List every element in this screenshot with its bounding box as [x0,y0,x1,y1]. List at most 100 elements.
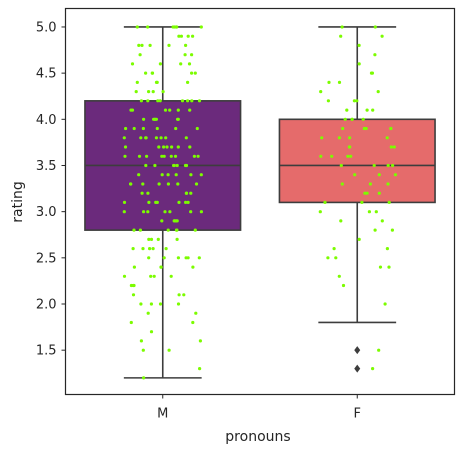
strip-point-m [156,99,160,103]
strip-point-m [139,99,143,103]
strip-point-m [177,34,181,38]
strip-point-m [159,136,163,140]
strip-point-m [142,117,146,121]
strip-point-f [339,34,343,38]
strip-point-m [146,25,150,29]
strip-point-f [357,43,361,48]
strip-point-f [326,99,330,103]
strip-point-m [131,247,135,251]
strip-point-m [135,25,139,29]
strip-point-m [158,62,162,66]
strip-point-f [389,126,393,131]
strip-point-f [393,173,397,177]
strip-point-f [386,163,390,168]
strip-point-f [357,62,361,66]
strip-point-m [122,200,127,204]
strip-point-m [177,293,181,297]
strip-point-m [147,200,151,204]
strip-point-m [141,182,145,186]
strip-point-m [151,90,155,94]
strip-point-m [174,25,178,29]
strip-point-m [198,339,202,343]
strip-point-m [146,210,150,214]
strip-point-m [140,43,144,48]
strip-point-f [355,99,359,103]
strip-point-m [167,43,171,48]
strip-point-m [148,43,152,48]
strip-point-m [163,210,167,214]
strip-point-m [197,256,201,260]
strip-point-m [141,126,145,131]
strip-point-m [190,99,194,103]
strip-point-f [352,99,356,103]
strip-point-f [337,136,341,140]
strip-point-m [129,320,133,325]
strip-point-m [172,163,176,168]
strip-point-m [152,274,156,278]
strip-point-m [141,348,145,352]
strip-point-m [193,228,197,232]
strip-point-m [186,99,190,103]
strip-point-f [387,265,391,269]
strip-point-m [134,90,138,94]
strip-point-m [188,108,192,112]
strip-point-f [380,219,384,223]
strip-point-m [139,136,143,140]
strip-point-m [146,191,150,195]
strip-point-m [190,71,194,75]
strip-point-m [190,53,194,57]
x-tick-label-m: M [157,407,168,422]
strip-point-m [122,136,126,140]
strip-point-m [175,163,179,168]
strip-point-f [368,182,372,186]
box-iqr-f [278,118,436,204]
strip-point-m [176,182,180,186]
x-axis-title: pronouns [225,429,290,445]
strip-point-m [193,71,197,75]
strip-point-m [176,117,180,121]
strip-point-f [345,108,349,112]
strip-point-m [147,237,151,241]
strip-point-f [386,182,390,186]
strip-point-m [142,210,146,214]
strip-point-m [131,283,135,288]
strip-point-m [149,237,154,241]
strip-point-f [318,210,322,214]
strip-point-f [339,163,343,168]
strip-point-f [391,163,395,168]
strip-point-f [337,274,341,278]
strip-point-m [132,228,136,232]
strip-point-m [148,247,152,251]
strip-point-m [175,237,179,241]
strip-point-f [369,71,374,75]
plot-area-frame [64,7,456,396]
strip-point-m [135,80,139,84]
strip-point-f [340,182,344,186]
strip-point-f [373,228,377,232]
strip-point-f [371,108,375,112]
x-tick-label-f: F [354,407,361,422]
strip-point-m [160,173,164,177]
y-tick-label: 3.5 [36,159,57,174]
strip-point-m [162,154,166,158]
strip-point-m [160,219,164,223]
strip-point-m [155,200,159,204]
strip-point-f [357,237,361,241]
strip-point-m [132,265,136,269]
strip-point-m [186,80,190,84]
strip-point-m [139,302,143,306]
strip-point-f [323,200,327,204]
strip-point-m [145,154,149,158]
strip-point-f [389,145,393,149]
strip-point-m [132,126,136,131]
strip-point-m [147,90,151,94]
strip-point-f [367,210,371,214]
strip-point-f [373,53,377,57]
strip-point-f [319,90,323,94]
strip-point-m [188,145,192,149]
strip-point-m [198,367,202,371]
strip-point-f [343,117,347,121]
strip-point-m [174,126,178,131]
strip-point-m [154,136,158,140]
